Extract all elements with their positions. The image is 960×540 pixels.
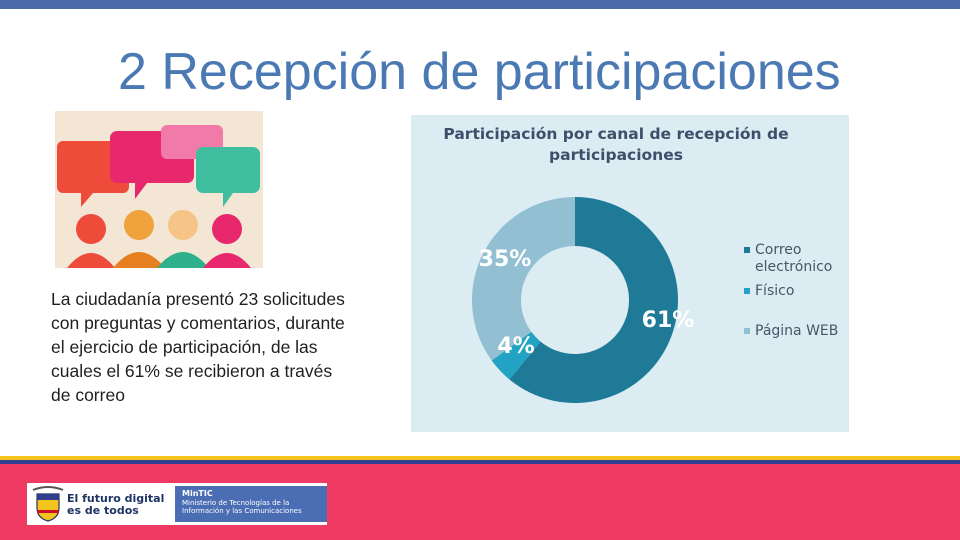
logo-line-1: El futuro digital: [67, 492, 165, 505]
colombia-coat-of-arms-icon: [32, 486, 64, 522]
mintic-badge-text: MinTIC Ministerio de Tecnologías de la I…: [182, 489, 302, 516]
logo-text: El futuro digital es de todos: [67, 493, 164, 517]
donut-slice-correo: [509, 197, 678, 403]
badge-line-1: MinTIC: [182, 489, 213, 498]
donut-value-label-fisico: 4%: [497, 334, 534, 359]
top-accent-bar: [0, 0, 960, 9]
government-logo: El futuro digital es de todos MinTIC Min…: [27, 483, 327, 525]
summary-paragraph: La ciudadanía presentó 23 solicitudes co…: [51, 289, 345, 405]
donut-chart: 61% 4% 35%: [472, 197, 695, 403]
slide-title: 2 Recepción de participaciones: [118, 43, 841, 101]
logo-line-2: es de todos: [67, 504, 139, 517]
footer-stripe-yellow: [0, 456, 960, 460]
chart-title: Participación por canal de recepción de …: [443, 125, 789, 164]
legend-label-pagina-web: Página WEB: [755, 323, 839, 339]
legend-swatch-correo: [744, 247, 750, 253]
legend-swatch-pagina-web: [744, 328, 750, 334]
donut-value-label-pagina-web: 35%: [479, 247, 532, 272]
donut-value-label-correo: 61%: [642, 308, 695, 333]
legend-item-fisico: Físico: [744, 283, 843, 300]
legend-swatch-fisico: [744, 288, 750, 294]
footer-stripe-blue: [0, 460, 960, 464]
footer-bar: El futuro digital es de todos MinTIC Min…: [0, 464, 960, 540]
donut-chart-panel: Participación por canal de recepción de …: [411, 115, 849, 432]
badge-line-2: Ministerio de Tecnologías de la: [182, 498, 290, 507]
legend-item-correo: Correo electrónico: [744, 242, 843, 276]
badge-line-3: Información y las Comunicaciones: [182, 507, 302, 515]
donut-slice-fisico: [491, 331, 541, 380]
legend-label-correo: Correo electrónico: [755, 242, 833, 275]
donut-slice-pagina-web: [472, 197, 575, 361]
people-speech-bubbles-illustration: [55, 111, 263, 268]
mintic-badge: MinTIC Ministerio de Tecnologías de la I…: [175, 486, 327, 522]
legend-label-fisico: Físico: [755, 283, 795, 299]
legend-item-pagina-web: Página WEB: [744, 323, 843, 340]
